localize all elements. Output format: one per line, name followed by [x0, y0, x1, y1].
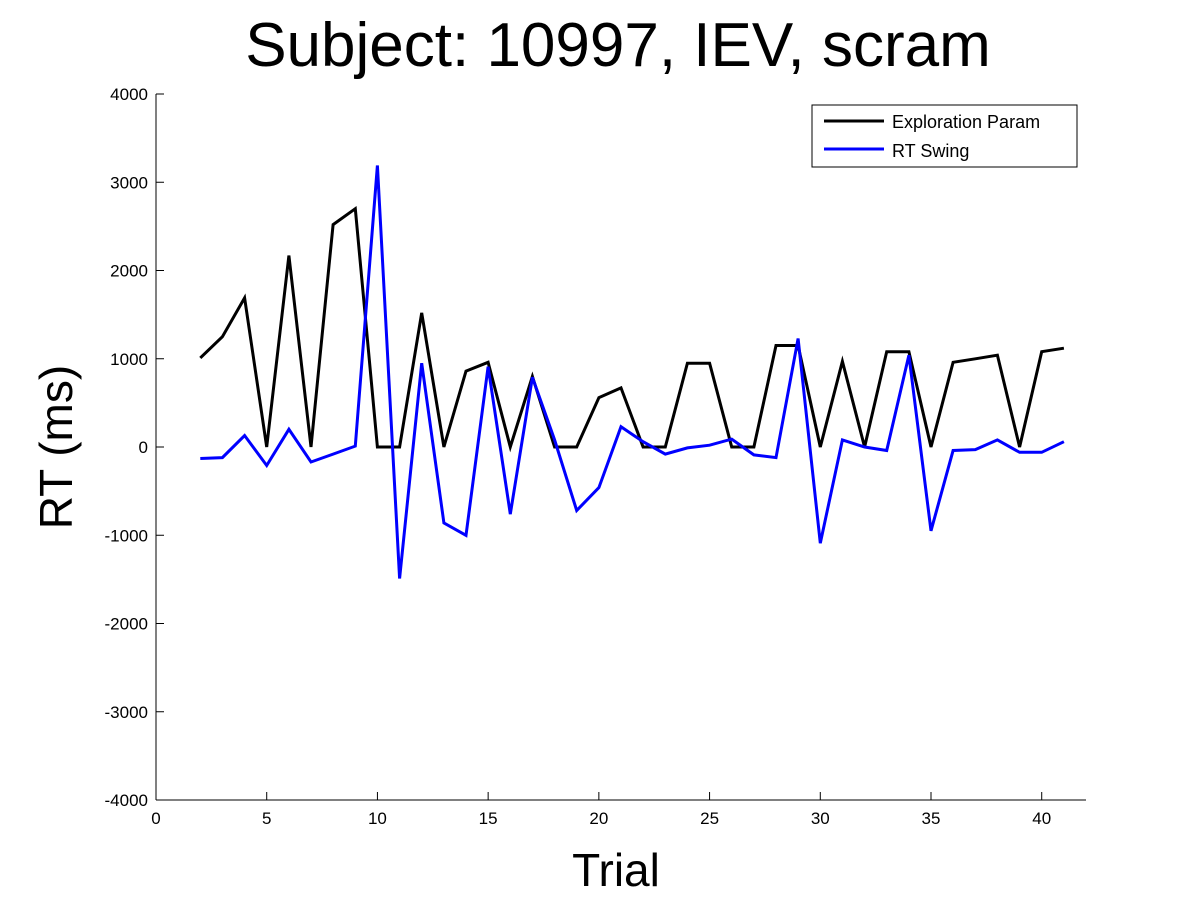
legend-label-rt-swing: RT Swing — [892, 141, 969, 161]
series-lines — [199, 165, 1065, 579]
x-tick-label: 10 — [368, 809, 387, 828]
x-tick-label: 5 — [262, 809, 271, 828]
y-tick-label: 4000 — [110, 85, 148, 104]
y-tick-label: 0 — [139, 438, 148, 457]
x-tick-label: 0 — [151, 809, 160, 828]
x-tick-label: 40 — [1032, 809, 1051, 828]
x-tick-label: 25 — [700, 809, 719, 828]
series-line-exploration-param — [199, 205, 1065, 453]
plot-area-frame — [156, 94, 1086, 800]
legend-label-exploration-param: Exploration Param — [892, 112, 1040, 132]
y-tick-label: -1000 — [105, 526, 148, 545]
y-tick-label: 2000 — [110, 262, 148, 281]
x-axis-label: Trial — [572, 844, 660, 896]
chart-title: Subject: 10997, IEV, scram — [245, 11, 991, 80]
y-tick-label: 1000 — [110, 350, 148, 369]
x-tick-label: 35 — [922, 809, 941, 828]
legend: Exploration Param RT Swing — [811, 104, 1078, 168]
x-tick-label: 30 — [811, 809, 830, 828]
x-tick-label: 20 — [589, 809, 608, 828]
y-tick-label: -3000 — [105, 703, 148, 722]
y-axis-label: RT (ms) — [30, 365, 82, 529]
y-tick-label: -4000 — [105, 791, 148, 810]
x-ticks: 0 5 10 15 20 25 30 35 40 — [151, 792, 1051, 828]
y-ticks: -4000 -3000 -2000 -1000 0 1000 2000 3000 4000 — [105, 85, 164, 810]
series-line-rt-swing — [200, 165, 1065, 579]
legend-box — [811, 104, 1078, 168]
x-tick-label: 15 — [479, 809, 498, 828]
y-tick-label: 3000 — [110, 173, 148, 192]
y-tick-label: -2000 — [105, 615, 148, 634]
